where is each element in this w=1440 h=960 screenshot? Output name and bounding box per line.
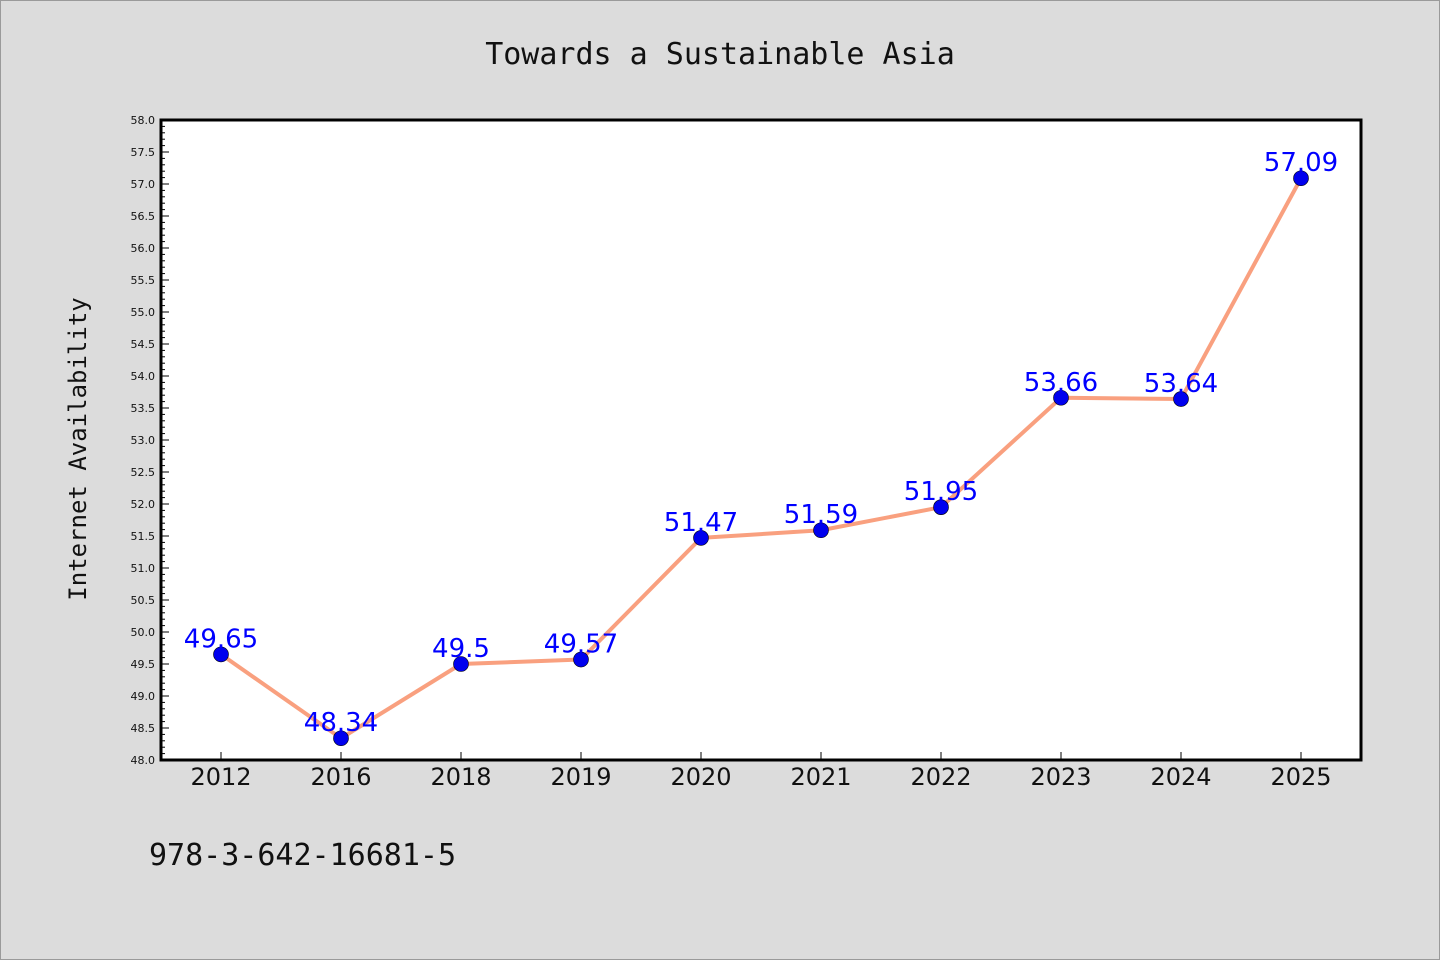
data-label: 49.5 <box>432 634 490 664</box>
x-tick-label: 2016 <box>310 763 371 791</box>
y-tick-label: 49.5 <box>131 658 156 671</box>
data-label: 51.95 <box>904 477 978 507</box>
data-point <box>813 522 829 539</box>
x-tick-label: 2021 <box>790 763 851 791</box>
y-tick-label: 51.5 <box>131 530 156 543</box>
y-tick-label: 52.5 <box>131 466 156 479</box>
isbn-text: 978-3-642-16681-5 <box>149 838 456 873</box>
data-point <box>1053 389 1069 406</box>
y-axis: 48.0 48.5 49.0 49.5 50.0 50.5 51.0 51.5 52.0 52.5… <box>131 114 169 767</box>
data-label: 57.09 <box>1264 148 1338 178</box>
y-tick-label: 50.5 <box>131 594 156 607</box>
x-tick-label: 2020 <box>670 763 731 791</box>
y-tick-label: 48.5 <box>131 722 156 735</box>
data-point <box>453 656 469 672</box>
y-tick-label: 57.5 <box>131 146 156 159</box>
y-tick-label: 48.0 <box>131 754 156 767</box>
data-label: 53.66 <box>1024 368 1098 398</box>
data-label: 53.64 <box>1144 369 1218 399</box>
y-tick-label: 53.5 <box>131 402 156 415</box>
x-tick-label: 2022 <box>910 763 971 791</box>
y-tick-label: 51.0 <box>131 562 156 575</box>
data-label: 48.34 <box>304 708 378 738</box>
data-point <box>693 530 709 546</box>
data-point <box>1293 170 1309 187</box>
data-point <box>933 499 949 516</box>
data-point <box>1173 391 1189 407</box>
data-label: 51.47 <box>664 508 738 538</box>
x-tick-label: 2024 <box>1150 763 1211 791</box>
y-tick-label: 54.5 <box>131 338 156 351</box>
y-tick-label: 55.0 <box>131 306 156 319</box>
y-tick-label: 54.0 <box>131 370 156 383</box>
plot-area <box>159 118 1363 762</box>
x-tick-label: 2018 <box>430 763 491 791</box>
data-series: 49.65 48.34 49.5 49.57 51.47 51.59 51.95 53.66 5… <box>184 148 1338 747</box>
y-axis-label: Internet Availability <box>64 297 92 600</box>
y-tick-label: 55.5 <box>131 274 156 287</box>
chart-title: Towards a Sustainable Asia <box>485 37 955 72</box>
y-tick-label: 53.0 <box>131 434 156 447</box>
data-point <box>333 730 349 747</box>
y-tick-label: 56.5 <box>131 210 156 223</box>
x-tick-label: 2019 <box>550 763 611 791</box>
x-tick-label: 2012 <box>190 763 251 791</box>
data-label: 49.65 <box>184 624 258 654</box>
data-label: 51.59 <box>784 500 858 530</box>
data-point <box>573 651 589 668</box>
y-tick-label: 56.0 <box>131 242 156 255</box>
y-tick-label: 57.0 <box>131 178 156 191</box>
data-point <box>213 646 229 663</box>
x-tick-label: 2025 <box>1270 763 1331 791</box>
x-tick-label: 2023 <box>1030 763 1091 791</box>
y-tick-label: 49.0 <box>131 690 156 703</box>
y-tick-label: 50.0 <box>131 626 156 639</box>
y-tick-label: 52.0 <box>131 498 156 511</box>
data-label: 49.57 <box>544 630 618 660</box>
series-line <box>219 177 1303 741</box>
y-tick-label: 58.0 <box>131 114 156 127</box>
x-axis: 2012 2016 2018 2019 2020 2021 2022 2023 2024 2025 <box>190 752 1332 791</box>
